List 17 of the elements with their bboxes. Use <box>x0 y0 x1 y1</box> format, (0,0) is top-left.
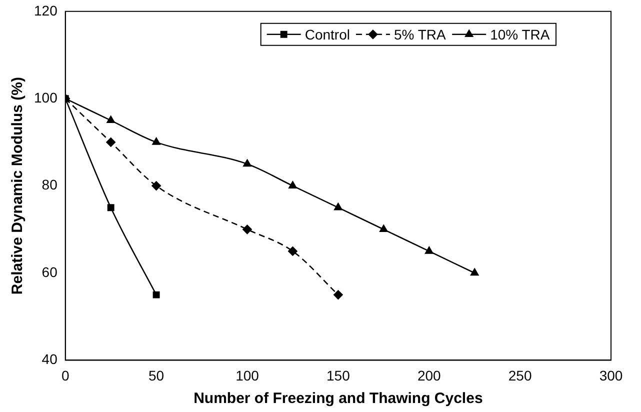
x-tick-label: 200 <box>417 367 442 384</box>
x-tick-label: 150 <box>326 367 350 384</box>
legend-label: Control <box>304 26 350 42</box>
x-axis-title: Number of Freezing and Thawing Cycles <box>194 390 483 408</box>
y-axis-title: Relative Dynamic Modulus (%) <box>9 77 26 295</box>
y-tick-label: 60 <box>42 264 58 280</box>
y-tick-label: 100 <box>34 89 58 106</box>
y-tick-label: 80 <box>42 176 58 193</box>
x-tick-label: 250 <box>508 367 532 384</box>
legend-label: 5% TRA <box>394 26 446 42</box>
x-tick-label: 50 <box>148 367 164 384</box>
x-tick-label: 300 <box>599 367 623 384</box>
y-tick-label: 40 <box>42 351 58 368</box>
y-tick-label: 120 <box>34 2 58 18</box>
x-tick-label: 0 <box>61 367 70 384</box>
x-tick-label: 100 <box>236 367 260 384</box>
legend-label: 10% TRA <box>490 26 550 42</box>
